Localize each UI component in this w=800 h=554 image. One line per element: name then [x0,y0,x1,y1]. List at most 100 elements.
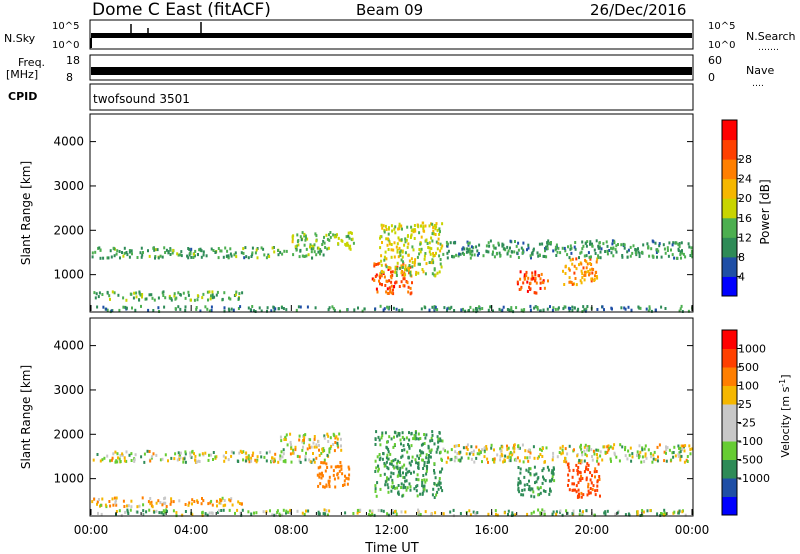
heatmap-cell [356,509,359,512]
heatmap-cell [239,305,242,309]
heatmap-cell [573,482,575,486]
colorbar-bin [722,441,737,460]
heatmap-cell [677,453,680,457]
heatmap-cell [95,292,98,296]
x-tick-label: 04:00 [174,523,209,537]
heatmap-cell [476,452,479,456]
heatmap-cell [404,237,407,241]
heatmap-cell [121,452,124,456]
heatmap-cell [289,452,292,456]
heatmap-cell [408,461,411,465]
heatmap-cell [426,467,428,471]
heatmap-cell [340,464,343,468]
heatmap-cell [613,241,616,245]
heatmap-cell [593,279,596,282]
heatmap-cell [305,254,308,258]
heatmap-cell [627,305,630,309]
heatmap-cell [390,243,393,246]
heatmap-cell [207,458,210,462]
heatmap-cell [193,452,195,456]
heatmap-cell [575,283,578,287]
heatmap-cell [403,437,406,441]
heatmap-cell [603,308,605,312]
heatmap-cell [405,488,408,492]
heatmap-cell [306,447,309,451]
heatmap-cell [169,248,172,252]
heatmap-cell [332,307,335,311]
heatmap-cell [475,307,477,310]
heatmap-cell [572,509,575,513]
heatmap-cell [630,308,633,312]
heatmap-cell [433,268,436,272]
heatmap-cell [584,452,587,456]
heatmap-cell [393,435,395,439]
heatmap-cell [191,450,194,454]
heatmap-cell [321,474,324,478]
heatmap-cell [387,248,390,251]
heatmap-cell [374,459,377,463]
heatmap-cell [381,241,383,244]
heatmap-cell [549,487,551,491]
heatmap-cell [641,446,644,450]
heatmap-cell [393,227,396,231]
heatmap-cell [379,473,382,477]
heatmap-cell [429,439,432,443]
heatmap-cell [531,251,534,254]
heatmap-cell [376,455,379,459]
heatmap-cell [399,266,401,270]
heatmap-cell [419,449,421,453]
heatmap-cell [414,458,417,462]
heatmap-cell [425,453,428,457]
heatmap-cell [423,464,426,467]
heatmap-cell [648,307,651,311]
heatmap-cell [418,248,421,251]
heatmap-cell [439,230,441,234]
heatmap-cell [271,459,274,463]
heatmap-cell [407,285,410,289]
heatmap-cell [515,306,518,310]
heatmap-cell [208,453,210,457]
heatmap-cell [179,451,182,455]
heatmap-cell [390,462,393,466]
heatmap-cell [494,246,497,250]
heatmap-cell [413,224,416,227]
heatmap-cell [333,308,336,312]
heatmap-cell [105,307,108,311]
heatmap-cell [128,255,131,259]
heatmap-cell [388,240,391,244]
heatmap-cell [595,470,598,473]
heatmap-cell [385,257,388,261]
heatmap-cell [599,494,601,498]
heatmap-cell [425,238,428,242]
heatmap-cell [678,451,681,455]
heatmap-cell [624,445,627,449]
heatmap-cell [416,454,419,458]
heatmap-cell [413,487,416,491]
heatmap-cell [141,293,144,296]
heatmap-cell [455,253,458,257]
heatmap-cell [412,230,415,234]
heatmap-cell [477,252,480,255]
heatmap-cell [583,449,586,453]
heatmap-cell [384,483,387,487]
heatmap-cell [417,466,420,470]
heatmap-cell [459,512,462,515]
heatmap-cell [381,269,383,273]
heatmap-cell [380,509,383,513]
heatmap-cell [521,488,524,492]
heatmap-cell [406,234,409,238]
heatmap-cell [483,450,486,454]
heatmap-cell [684,513,687,517]
heatmap-cell [559,509,562,513]
heatmap-cell [416,484,419,488]
heatmap-cell [340,444,342,448]
heatmap-cell [118,509,121,513]
heatmap-cell [107,256,110,260]
heatmap-cell [414,229,417,233]
heatmap-cell [623,306,626,310]
heatmap-cell [512,513,514,517]
heatmap-cell [681,448,684,452]
heatmap-cell [387,237,389,241]
heatmap-cell [242,251,245,255]
